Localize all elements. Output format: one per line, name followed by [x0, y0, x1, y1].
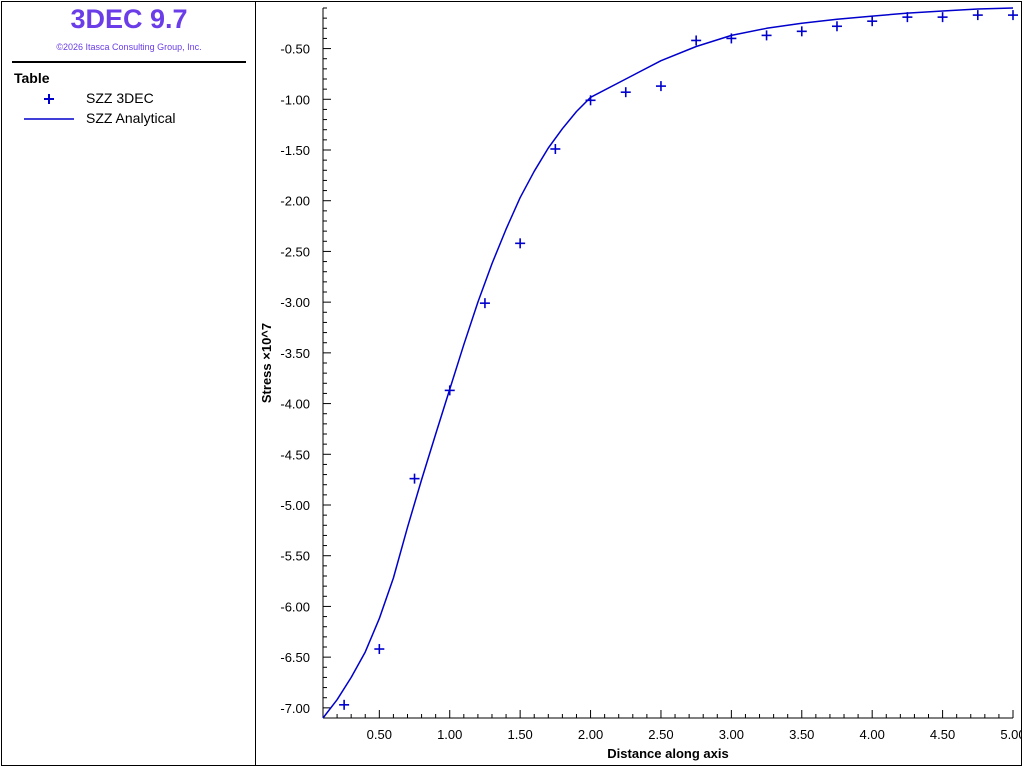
- y-tick-label: -2.00: [280, 194, 310, 209]
- data-point-szz-3dec: [515, 238, 526, 249]
- x-tick-label: 4.00: [860, 727, 885, 742]
- y-tick-label: -3.00: [280, 295, 310, 310]
- plot-area: -0.50 -1.00 -1.50 -2.00 -2.50 -3.00 -3.50 -4.00…: [255, 1, 1022, 766]
- y-tick-label: -5.00: [280, 498, 310, 513]
- data-point-szz-3dec: [374, 644, 385, 655]
- y-tick-label: -2.50: [280, 244, 310, 259]
- data-point-szz-3dec: [479, 298, 490, 309]
- series-line-szz-analytical: [322, 7, 1014, 719]
- legend-label: SZZ Analytical: [86, 110, 176, 126]
- y-tick-label: -3.50: [280, 346, 310, 361]
- x-tick-label: 5.00: [1000, 727, 1021, 742]
- legend-item-szz-analytical: SZZ Analytical: [2, 110, 256, 128]
- y-tick-label: -1.00: [280, 92, 310, 107]
- plus-marker-icon: [44, 94, 54, 104]
- data-point-szz-3dec: [796, 26, 807, 37]
- data-point-szz-3dec: [1008, 10, 1018, 21]
- y-axis-label: Stress ×10^7: [259, 323, 274, 403]
- data-point-szz-3dec: [409, 473, 420, 484]
- legend-item-szz-3dec: SZZ 3DEC: [2, 90, 256, 108]
- data-point-szz-3dec: [339, 699, 350, 710]
- data-point-szz-3dec: [972, 10, 983, 21]
- x-tick-label: 0.50: [367, 727, 392, 742]
- legend-panel: 3DEC 9.7 ©2026 Itasca Consulting Group, …: [1, 1, 255, 766]
- y-tick-label: -6.00: [280, 599, 310, 614]
- y-tick-label: -4.50: [280, 447, 310, 462]
- x-tick-label: 2.50: [648, 727, 673, 742]
- data-point-szz-3dec: [867, 16, 878, 27]
- y-tick-label: -0.50: [280, 42, 310, 57]
- x-tick-label: 1.00: [437, 727, 462, 742]
- data-point-szz-3dec: [620, 87, 631, 98]
- data-point-szz-3dec: [831, 21, 842, 32]
- y-tick-label: -6.50: [280, 650, 310, 665]
- data-point-szz-3dec: [761, 30, 772, 41]
- app-title: 3DEC 9.7: [70, 4, 188, 34]
- x-tick-label: 3.50: [789, 727, 814, 742]
- y-tick-label: -7.00: [280, 701, 310, 716]
- x-axis-label: Distance along axis: [607, 746, 728, 761]
- x-tick-label: 4.50: [930, 727, 955, 742]
- y-tick-label: -1.50: [280, 143, 310, 158]
- x-tick-label: 3.00: [719, 727, 744, 742]
- legend-heading: Table: [14, 70, 50, 86]
- y-tick-label: -4.00: [280, 397, 310, 412]
- data-point-szz-3dec: [655, 81, 666, 92]
- data-point-szz-3dec: [937, 12, 948, 23]
- legend-label: SZZ 3DEC: [86, 90, 154, 106]
- data-point-szz-3dec: [550, 143, 561, 154]
- y-tick-label: -5.50: [280, 549, 310, 564]
- title-divider: [12, 61, 246, 63]
- line-swatch-icon: [24, 118, 74, 120]
- stress-chart: -0.50 -1.00 -1.50 -2.00 -2.50 -3.00 -3.50 -4.00…: [259, 7, 1021, 761]
- data-point-szz-3dec: [691, 35, 702, 46]
- copyright-text: ©2026 Itasca Consulting Group, Inc.: [56, 42, 202, 52]
- x-tick-label: 1.50: [507, 727, 532, 742]
- x-tick-label: 2.00: [578, 727, 603, 742]
